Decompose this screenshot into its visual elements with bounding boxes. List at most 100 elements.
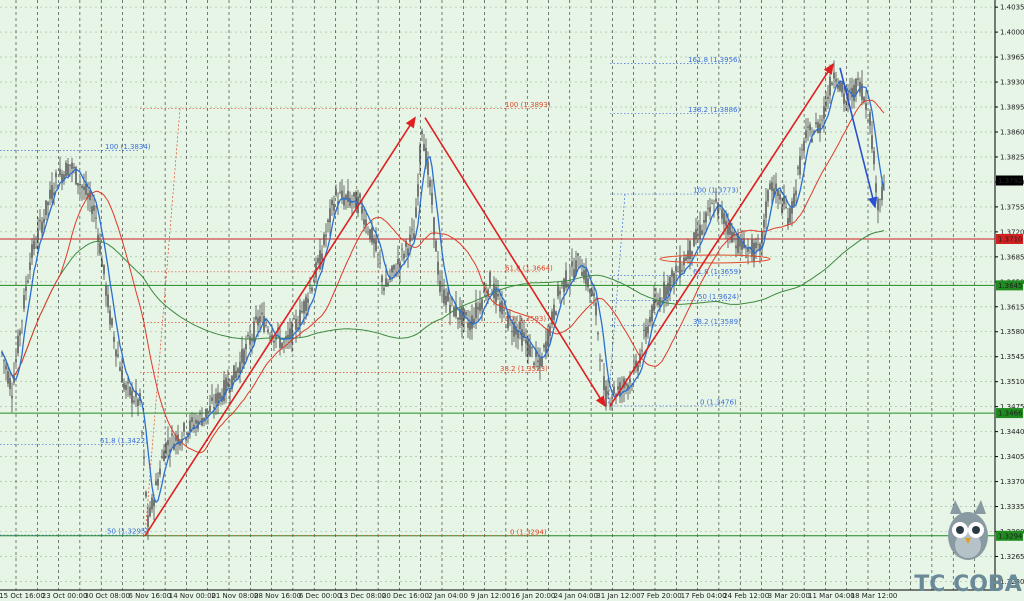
candle-body [119, 367, 121, 371]
candle-body [151, 497, 153, 510]
candle-body [423, 143, 425, 151]
candle-body [757, 244, 759, 246]
candle-body [531, 346, 533, 349]
candle-body [273, 340, 275, 343]
price-marker-label: 1.3645 [998, 282, 1023, 290]
candle-body [163, 450, 165, 462]
candle-body [563, 278, 565, 293]
price-marker [996, 530, 1023, 541]
candle-body [257, 317, 259, 326]
candle-body [91, 206, 93, 214]
candle-body [565, 270, 567, 288]
candle-body [753, 242, 755, 262]
candle-body [379, 262, 381, 264]
candle-body [625, 383, 627, 386]
candle-body [835, 78, 837, 82]
fib-anchor-line [144, 108, 181, 536]
moving-averages [1, 80, 885, 504]
candle-body [431, 192, 433, 205]
candle-body [41, 221, 43, 233]
candle-body [297, 327, 299, 330]
candle-body [755, 242, 757, 249]
candle-body [781, 207, 783, 213]
candle-body [851, 87, 853, 98]
candle-body [761, 231, 763, 244]
candle-body [287, 334, 289, 339]
candle-body [603, 376, 605, 391]
candle-body [5, 365, 7, 370]
candle-body [867, 120, 869, 122]
candle-body [121, 369, 123, 383]
fib-level-label: 161.8 (1.3956) [688, 56, 740, 64]
candle-body [459, 308, 461, 320]
y-tick-label: 1.3930 [1000, 79, 1024, 87]
candle-body [831, 83, 833, 85]
candle-body [171, 433, 173, 436]
fib-level-label: 100 (1.3834) [105, 143, 151, 151]
y-tick-label: 1.3755 [1000, 203, 1024, 211]
candle-body [463, 308, 465, 320]
price-markers: 1.3792 1.3710 1.3645 1.3466 1.3294 [996, 175, 1023, 541]
candle-body [441, 285, 443, 287]
fib-level-label: 61.8 (1.3422) [100, 437, 148, 445]
candle-body [67, 163, 69, 176]
candle-body [51, 185, 53, 200]
candle-body [533, 362, 535, 365]
candle-body [483, 290, 485, 293]
candle-body [661, 301, 663, 303]
candle-body [97, 234, 99, 242]
price-marker [996, 175, 1023, 186]
candle-body [553, 304, 555, 320]
candle-body [393, 264, 395, 270]
candle-body [435, 240, 437, 252]
candle-body [651, 305, 653, 322]
candle-body [411, 229, 413, 231]
trend-arrow [839, 67, 878, 209]
candle-body [49, 189, 51, 199]
fib-level-label: 50 (1.3295) [107, 528, 148, 536]
candle-body [593, 293, 595, 297]
fib-level-label: 0 (1.3476) [700, 398, 737, 406]
fib-level-label: 0 (1.3294) [510, 528, 547, 536]
candle-body [227, 381, 229, 387]
y-tick-label: 1.3440 [1000, 428, 1024, 436]
candle-body [447, 292, 449, 302]
candle-body [229, 389, 231, 393]
candle-body [73, 166, 75, 169]
candle-body [131, 390, 133, 404]
candle-body [595, 302, 597, 316]
candle-body [817, 122, 819, 134]
candle-body [503, 309, 505, 311]
candle-body [21, 320, 23, 322]
candle-body [249, 336, 251, 345]
candle-body [747, 248, 749, 252]
price-marker-label: 1.3466 [998, 410, 1023, 418]
fib-level-label: 61.8 (1.3664) [505, 264, 553, 272]
candle-body [185, 438, 187, 440]
candle-body [759, 243, 761, 252]
candle-body [303, 301, 305, 314]
candle-body [537, 360, 539, 363]
y-tick-label: 1.3405 [1000, 453, 1024, 461]
candle-body [11, 395, 13, 399]
candle-body [209, 405, 211, 412]
candle-body [311, 287, 313, 292]
candle-body [857, 78, 859, 80]
y-tick-label: 1.4000 [1000, 29, 1024, 37]
x-tick-label: 18 Mar 12:00 [851, 592, 898, 600]
candle-body [723, 212, 725, 225]
candle-body [591, 290, 593, 296]
candle-body [219, 393, 221, 400]
candle-body [773, 188, 775, 198]
candle-body [317, 258, 319, 263]
candle-body [355, 192, 357, 210]
x-tick-label: 28 Nov 16:00 [254, 592, 301, 600]
candle-body [471, 315, 473, 329]
candle-body [815, 122, 817, 125]
x-tick-label: 9 Jan 12:00 [471, 592, 511, 600]
candle-body [645, 326, 647, 337]
candle-body [329, 208, 331, 223]
y-tick-label: 1.3965 [1000, 54, 1024, 62]
